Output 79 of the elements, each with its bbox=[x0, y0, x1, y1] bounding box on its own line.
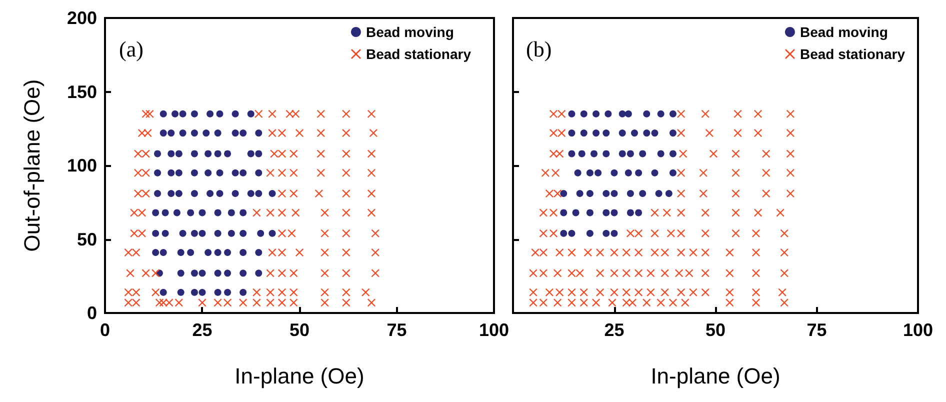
x-tick-label: 50 bbox=[705, 320, 726, 340]
point bbox=[624, 169, 632, 176]
point bbox=[560, 230, 568, 237]
legend-label: Bead stationary bbox=[800, 46, 906, 62]
point bbox=[626, 190, 634, 198]
point bbox=[643, 110, 650, 118]
point bbox=[586, 169, 594, 176]
legend-label: Bead stationary bbox=[366, 46, 472, 62]
point bbox=[568, 230, 576, 237]
point bbox=[643, 130, 650, 137]
annotation: (b) bbox=[526, 36, 552, 62]
point bbox=[602, 209, 610, 216]
point bbox=[651, 130, 658, 137]
y-tick-label: 50 bbox=[76, 229, 97, 250]
point bbox=[635, 209, 642, 216]
point bbox=[568, 150, 576, 158]
point bbox=[604, 110, 612, 118]
point bbox=[657, 150, 664, 158]
point bbox=[669, 169, 676, 176]
point bbox=[580, 130, 588, 137]
point bbox=[590, 150, 598, 158]
point bbox=[610, 209, 618, 216]
point bbox=[624, 110, 632, 118]
point bbox=[639, 150, 646, 158]
point bbox=[657, 110, 664, 118]
x-tick-label: 25 bbox=[192, 320, 212, 340]
point bbox=[669, 110, 676, 118]
point bbox=[639, 190, 646, 198]
point bbox=[586, 190, 594, 198]
x-axis-title: In-plane (Oe) bbox=[234, 364, 364, 388]
point bbox=[578, 150, 586, 158]
point bbox=[592, 110, 600, 118]
point bbox=[576, 190, 584, 198]
point bbox=[586, 209, 594, 216]
x-axis-title: In-plane (Oe) bbox=[650, 364, 780, 388]
point bbox=[560, 209, 568, 216]
point bbox=[655, 190, 662, 198]
point bbox=[618, 150, 626, 158]
point bbox=[618, 130, 626, 137]
point bbox=[560, 190, 568, 198]
x-tick-label: 0 bbox=[100, 320, 110, 340]
point bbox=[602, 130, 610, 137]
point bbox=[626, 209, 634, 216]
legend-label: Bead moving bbox=[366, 24, 454, 40]
y-axis-title: Out-of-plane (Oe) bbox=[20, 79, 44, 252]
point bbox=[592, 130, 600, 137]
point bbox=[586, 230, 594, 237]
point bbox=[602, 230, 610, 237]
y-tick-label: 200 bbox=[66, 8, 97, 28]
point bbox=[610, 230, 618, 237]
point bbox=[574, 169, 582, 176]
y-tick-label: 100 bbox=[66, 156, 97, 176]
point bbox=[594, 169, 602, 176]
x-tick-label: 25 bbox=[604, 320, 624, 340]
point bbox=[631, 130, 638, 137]
point bbox=[602, 190, 610, 198]
point bbox=[669, 130, 676, 137]
point bbox=[602, 150, 610, 158]
point bbox=[626, 150, 634, 158]
point bbox=[669, 150, 676, 158]
point bbox=[651, 169, 658, 176]
x-tick-label: 75 bbox=[386, 320, 407, 340]
x-tick-label: 75 bbox=[806, 320, 827, 340]
x-tick-label: 50 bbox=[289, 320, 310, 340]
point bbox=[568, 110, 576, 118]
point bbox=[665, 190, 672, 198]
x-tick-label: 100 bbox=[902, 320, 934, 340]
point bbox=[610, 190, 618, 198]
annotation: (a) bbox=[119, 36, 144, 62]
y-tick-label: 150 bbox=[66, 82, 97, 102]
point bbox=[580, 110, 588, 118]
point bbox=[610, 169, 618, 176]
point bbox=[572, 209, 580, 216]
y-tick-label: 0 bbox=[86, 303, 97, 323]
point bbox=[635, 169, 642, 176]
point bbox=[618, 110, 626, 118]
legend-label: Bead moving bbox=[800, 24, 888, 40]
x-tick-label: 100 bbox=[478, 320, 510, 340]
point bbox=[568, 130, 576, 137]
